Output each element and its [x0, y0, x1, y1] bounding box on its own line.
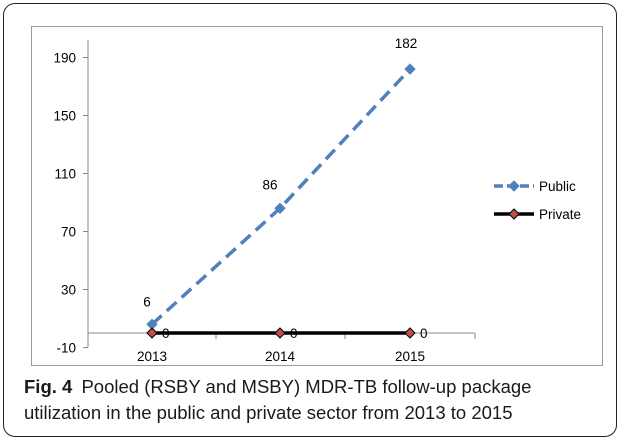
figure-caption: Fig. 4 Pooled (RSBY and MSBY) MDR-TB fol…	[24, 374, 609, 426]
data-label-public: 182	[395, 36, 418, 51]
figure-caption-text: Pooled (RSBY and MSBY) MDR-TB follow-up …	[24, 376, 532, 423]
legend-label-public: Public	[539, 179, 576, 194]
data-point-private	[146, 327, 158, 339]
data-point-private	[274, 327, 286, 339]
y-tick-label: -10	[56, 341, 76, 356]
data-label-public: 86	[262, 177, 277, 192]
x-tick-label: 2013	[137, 349, 167, 364]
figure-label: Fig. 4	[24, 376, 73, 397]
legend-marker-private	[508, 208, 520, 220]
figure-frame: Fig. 4 Pooled (RSBY and MSBY) MDR-TB fol…	[3, 3, 617, 437]
data-label-private: 0	[290, 326, 298, 341]
y-tick-label: 30	[61, 283, 76, 298]
y-tick-label: 190	[53, 51, 76, 66]
data-label-public: 6	[143, 294, 151, 309]
legend-marker-public	[508, 180, 520, 192]
y-tick-label: 150	[53, 109, 76, 124]
data-label-private: 0	[420, 326, 428, 341]
x-tick-label: 2014	[265, 349, 296, 364]
data-point-public	[274, 202, 286, 215]
chart-area	[31, 26, 603, 366]
data-point-private	[404, 327, 416, 339]
series-line-public	[150, 67, 412, 326]
legend-label-private: Private	[539, 207, 581, 222]
y-tick-label: 70	[61, 225, 76, 240]
data-point-public	[404, 63, 416, 75]
data-label-private: 0	[162, 326, 170, 341]
x-tick-label: 2015	[395, 349, 425, 364]
y-tick-label: 110	[54, 167, 76, 182]
